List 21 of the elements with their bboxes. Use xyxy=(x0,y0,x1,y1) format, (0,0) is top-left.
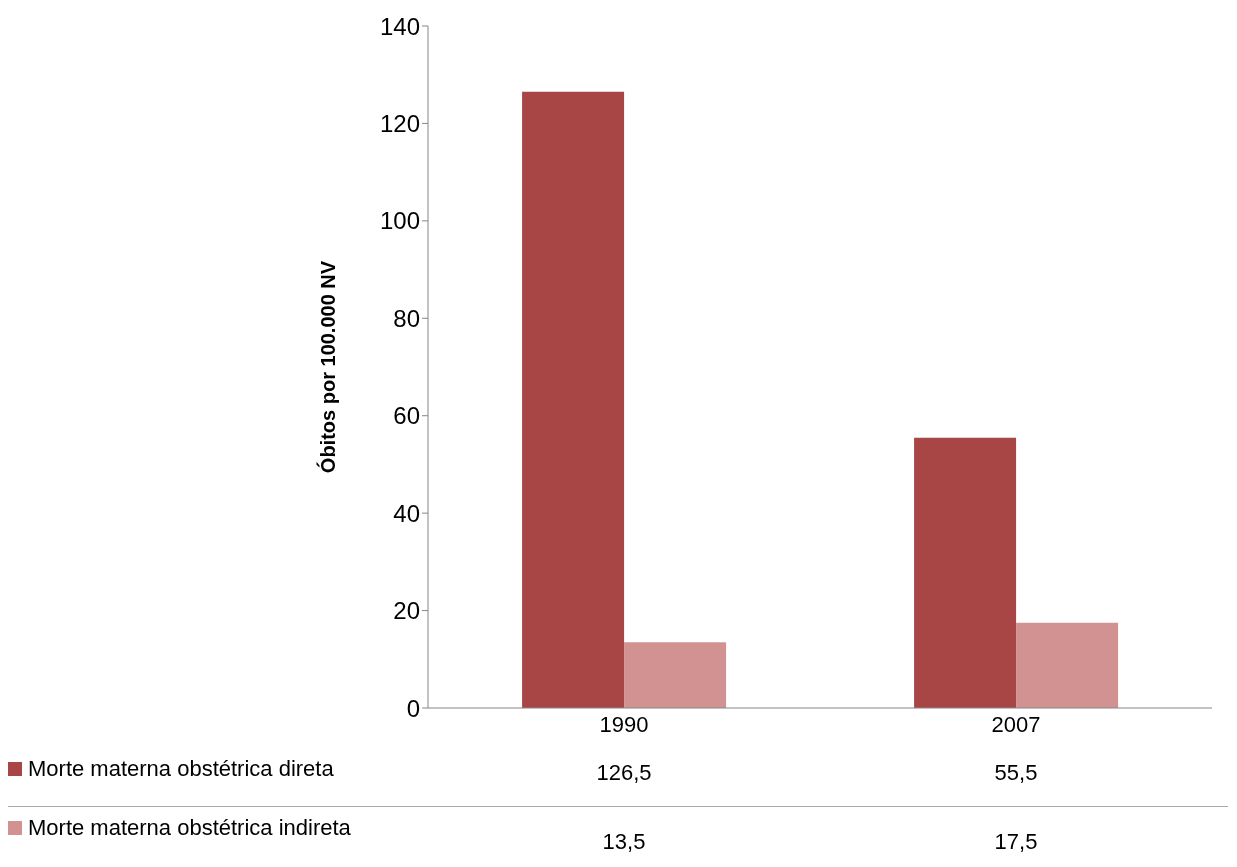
bar xyxy=(624,642,727,708)
y-tick-label: 80 xyxy=(393,304,420,332)
bar xyxy=(1016,622,1119,708)
data-label: 13,5 xyxy=(601,829,647,855)
legend-label: Morte materna obstétrica direta xyxy=(28,756,334,782)
y-tick-label: 120 xyxy=(379,109,420,137)
y-tick-label: 40 xyxy=(393,499,420,527)
y-axis-title: Óbitos por 100.000 NV xyxy=(316,260,340,474)
data-label: 55,5 xyxy=(993,760,1039,786)
data-label: 126,5 xyxy=(595,760,653,786)
x-tick-label: 2007 xyxy=(991,711,1041,737)
y-tick-label: 60 xyxy=(393,402,420,430)
bar xyxy=(914,437,1017,708)
legend-label: Morte materna obstétrica indireta xyxy=(28,815,351,841)
y-tick-label: 0 xyxy=(406,694,420,722)
x-tick-label: 1990 xyxy=(599,711,649,737)
bar xyxy=(522,91,625,708)
y-tick-label: 140 xyxy=(379,12,420,40)
y-tick-label: 100 xyxy=(379,207,420,235)
data-label: 17,5 xyxy=(993,829,1039,855)
y-tick-label: 20 xyxy=(393,597,420,625)
